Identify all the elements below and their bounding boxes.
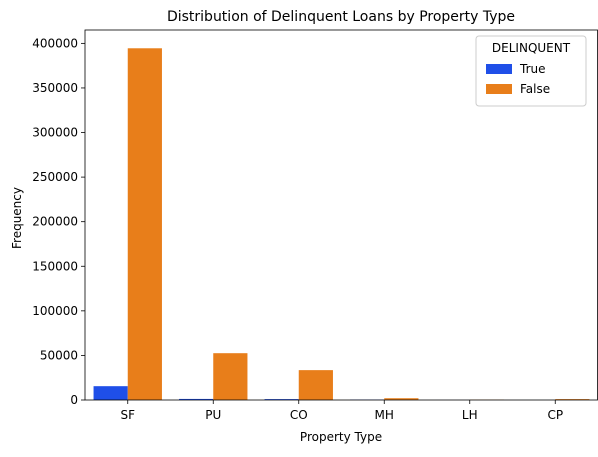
y-tick-label: 200000 [32,215,78,229]
bar-false-pu [213,353,247,400]
y-tick-label: 300000 [32,126,78,140]
y-tick-label: 50000 [40,348,78,362]
x-tick-label: LH [462,408,478,422]
y-axis-label: Frequency [10,187,24,249]
chart-title: Distribution of Delinquent Loans by Prop… [167,9,515,25]
x-tick-label: MH [375,408,394,422]
legend: DELINQUENT True False [476,36,586,106]
legend-label-false: False [520,82,550,96]
x-tick-label: CO [290,408,308,422]
y-tick-label: 400000 [32,36,78,50]
bar-false-sf [128,48,162,400]
legend-swatch-false [486,84,512,94]
x-tick-label: SF [120,408,135,422]
y-tick-label: 350000 [32,81,78,95]
bar-true-sf [94,386,128,400]
x-tick-label: PU [205,408,221,422]
legend-title: DELINQUENT [492,41,571,55]
bar-false-co [299,370,333,400]
x-tick-label: CP [547,408,563,422]
legend-swatch-true [486,64,512,74]
y-tick-label: 250000 [32,170,78,184]
y-tick-label: 150000 [32,259,78,273]
legend-label-true: True [519,62,546,76]
y-tick-label: 0 [70,393,78,407]
x-axis-label: Property Type [300,430,382,444]
y-tick-label: 100000 [32,304,78,318]
